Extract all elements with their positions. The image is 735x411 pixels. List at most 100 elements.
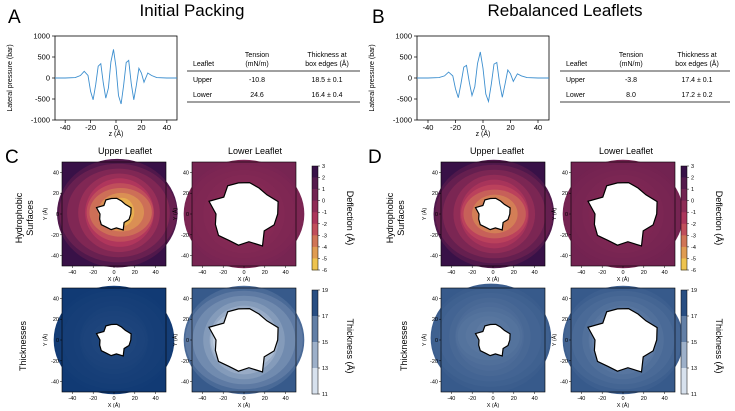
d-upper-thickness-ylabel: Y (Å): [421, 334, 428, 347]
d-deflection-colorbar-tick-label: 3: [691, 164, 694, 170]
d-lower-surface-ytick-label: 0: [565, 212, 568, 218]
c-lower-thickness-ytick-label: -40: [181, 380, 189, 386]
c-upper-surface-ytick-label: 20: [53, 191, 59, 197]
chart-a-series-line: [55, 49, 177, 105]
table-a-header-leaflet: Leaflet: [193, 61, 214, 68]
c-deflection-colorbar-swatch: [312, 200, 318, 213]
d-lower-surface-protein-outline: [587, 181, 658, 247]
c-lower-thickness-ylabel: Y (Å): [172, 334, 179, 347]
c-lower-surface-ylabel: Y (Å): [172, 208, 179, 221]
chart-a-xlabel: z (Å): [109, 129, 124, 138]
table-a-row1-leaflet: Upper: [193, 77, 213, 84]
d-row1-label-line2: Surfaces: [396, 200, 406, 236]
d-upper-thickness-heatmap: -40 -20 0 20 40 -40 -20 0 20 40 X (Å) Y (Å): [421, 283, 552, 409]
table-a-header-tension: Tension: [245, 52, 269, 59]
d-deflection-colorbar-tick-label: -4: [691, 245, 696, 251]
c-lower-thickness-ytick-label: 0: [186, 338, 189, 344]
d-thickness-colorbar-tick-label: 19: [691, 288, 697, 294]
table-b-row1-leaflet: Upper: [566, 77, 586, 84]
d-upper-thickness-ytick-label: -20: [430, 359, 438, 365]
c-deflection-colorbar-swatch: [312, 258, 318, 271]
c-upper-thickness-xtick-label: 40: [153, 396, 159, 402]
table-a-row2-thickness: 16.4 ± 0.4: [311, 92, 342, 99]
d-deflection-colorbar-swatch: [681, 246, 687, 259]
d-thickness-colorbar-label: Thickness (Å): [714, 318, 724, 373]
d-lower-surface-ytick-label: 20: [562, 191, 568, 197]
c-lower-surface-ytick-label: -40: [181, 254, 189, 260]
c-thickness-colorbar-swatch: [312, 290, 318, 317]
table-a-row1-tension: -10.8: [249, 77, 265, 84]
c-deflection-colorbar-swatch: [312, 189, 318, 201]
d-thickness-colorbar-tick-label: 17: [691, 314, 697, 320]
d-deflection-colorbar-frame: [680, 165, 688, 271]
d-upper-thickness-xtick-label: -20: [468, 396, 476, 402]
d-upper-surface-ytick-label: 0: [435, 212, 438, 218]
d-upper-surface-xtick-label: 0: [491, 270, 494, 276]
chart-a-ytick-label: 500: [37, 53, 50, 62]
chart-b-ylabel: Lateral pressure (bar): [369, 44, 376, 111]
c-header-lower-leaflet: Lower Leaflet: [228, 146, 283, 156]
table-b-row1-tension: -3.8: [625, 77, 637, 84]
d-upper-thickness-xtick-label: 0: [491, 396, 494, 402]
d-lower-surface-xtick-label: -40: [577, 270, 585, 276]
table-b-row2-thickness: 17.2 ± 0.2: [681, 92, 712, 99]
c-thickness-colorbar-tick-label: 13: [322, 366, 328, 372]
chart-a-ytick-label: -500: [35, 95, 50, 104]
d-lower-thickness-xtick-label: 40: [662, 396, 668, 402]
panel-letter-d: D: [368, 147, 382, 168]
chart-b-ytick-label: 0: [408, 74, 412, 83]
c-upper-surface-xtick-label: -40: [68, 270, 76, 276]
c-thickness-colorbar-tick-label: 19: [322, 288, 328, 294]
c-lower-surface-ytick-label: 0: [186, 212, 189, 218]
c-row1-label-line2: Surfaces: [25, 200, 35, 236]
d-upper-thickness-ytick-label: -40: [430, 380, 438, 386]
title-initial-packing: Initial Packing: [140, 1, 245, 20]
panel-letter-a: A: [8, 7, 21, 28]
d-upper-thickness-protein-outline: [474, 323, 511, 357]
d-lower-thickness-ytick-label: -40: [560, 380, 568, 386]
c-deflection-colorbar-tick-label: -3: [322, 233, 327, 239]
table-b: Leaflet Tension (mN/m) Thickness at box …: [560, 52, 730, 103]
d-deflection-colorbar-tick-label: -6: [691, 268, 696, 274]
d-header-lower-leaflet: Lower Leaflet: [599, 146, 654, 156]
c-upper-thickness-ytick-label: 40: [53, 296, 59, 302]
d-lower-surface-xtick-label: 20: [641, 270, 647, 276]
c-deflection-colorbar-tick-label: -2: [322, 222, 327, 228]
table-a: Leaflet Tension (mN/m) Thickness at box …: [187, 52, 360, 103]
c-upper-surface-protein-outline: [95, 197, 132, 231]
d-deflection-colorbar-tick-label: -5: [691, 256, 696, 262]
d-upper-surface-ytick-label: -40: [430, 254, 438, 260]
c-lower-surface-xtick-label: -20: [219, 270, 227, 276]
d-row2-label: Thicknesses: [399, 320, 409, 371]
d-header-upper-leaflet: Upper Leaflet: [470, 146, 525, 156]
c-deflection-colorbar-label: Deflection (Å): [345, 191, 355, 246]
d-thickness-colorbar-swatch: [681, 368, 687, 395]
d-upper-surface-xtick-label: -20: [468, 270, 476, 276]
c-upper-surface-xtick-label: -20: [89, 270, 97, 276]
c-deflection-colorbar-swatch: [312, 246, 318, 259]
chart-a-xtick-label: 0: [114, 123, 118, 132]
c-lower-surface-xtick-label: -40: [198, 270, 206, 276]
d-deflection-colorbar-swatch: [681, 200, 687, 213]
table-b-row2-tension: 8.0: [626, 92, 636, 99]
d-upper-thickness-ytick-label: 20: [432, 317, 438, 323]
c-row2-label: Thicknesses: [18, 320, 28, 371]
c-thickness-colorbar-swatch: [312, 368, 318, 395]
d-lower-thickness-ytick-label: 0: [565, 338, 568, 344]
c-upper-thickness-ytick-label: 0: [56, 338, 59, 344]
c-upper-thickness-ytick-label: -40: [51, 380, 59, 386]
table-b-header-thickness-unit: box edges (Å): [675, 59, 719, 68]
c-deflection-colorbar-swatch: [312, 212, 318, 225]
c-row1-label-line1: Hydrophobic: [14, 192, 24, 243]
panel-letter-b: B: [372, 7, 385, 28]
d-deflection-colorbar-tick-label: 1: [691, 187, 694, 193]
c-lower-surface-ytick-label: -20: [181, 233, 189, 239]
chart-a-ytick-label: 0: [46, 74, 50, 83]
c-deflection-colorbar-frame: [311, 165, 319, 271]
chart-b-ytick-label: -1000: [393, 116, 412, 125]
d-lower-thickness-ytick-label: -20: [560, 359, 568, 365]
chart-b-xtick-label: 40: [534, 123, 542, 132]
c-upper-thickness-xtick-label: -20: [89, 396, 97, 402]
d-upper-surface-xtick-label: 40: [532, 270, 538, 276]
